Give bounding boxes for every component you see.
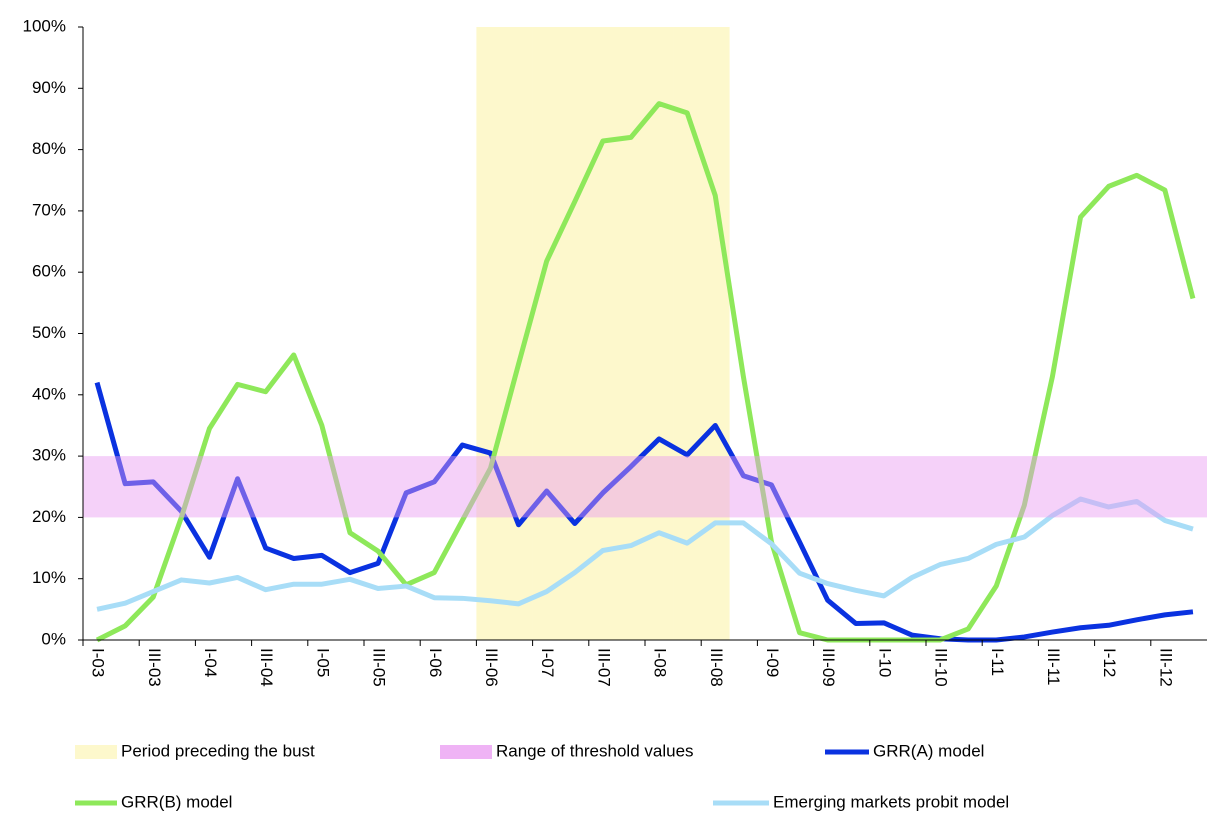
x-tick-label: III-04 [257,648,276,687]
x-tick-label: III-10 [932,648,951,687]
x-tick-label: III-12 [1156,648,1175,687]
y-tick-label: 30% [32,446,66,465]
x-tick-label: III-08 [707,648,726,687]
legend-swatch [75,745,117,759]
x-tick-label: III-11 [1044,648,1063,685]
y-tick-label: 20% [32,507,66,526]
y-tick-label: 70% [32,200,66,219]
y-tick-label: 50% [32,323,66,342]
x-tick-label: III-09 [819,648,838,687]
legend-swatch [440,745,492,759]
x-tick-label: I-03 [89,648,108,677]
period-bar [701,27,730,640]
legend-label: GRR(A) model [873,741,984,760]
line-series [95,101,1196,643]
y-tick-label: 40% [32,384,66,403]
period-bar [476,27,505,640]
x-tick-label: I-04 [201,648,220,677]
x-tick-label: I-06 [426,648,445,677]
period-bar [588,27,618,640]
y-tick-label: 90% [32,78,66,97]
x-tick-label: III-06 [482,648,501,687]
x-tick-label: I-08 [651,648,670,677]
x-tick-label: III-05 [370,648,389,687]
x-tick-label: I-07 [538,648,557,677]
x-tick-label: I-10 [875,648,894,677]
y-tick-label: 10% [32,568,66,587]
threshold-range [83,456,1207,518]
x-tick-label: I-05 [313,648,332,677]
legend-label: GRR(B) model [121,792,232,811]
line-series [94,381,1194,643]
y-tick-label: 100% [23,16,66,35]
legend-label: Period preceding the bust [121,741,315,760]
legend-label: Emerging markets probit model [773,792,1009,811]
y-tick-label: 80% [32,139,66,158]
y-tick-label: 60% [32,262,66,281]
x-tick-label: III-03 [145,648,164,687]
x-tick-label: III-07 [594,648,613,687]
x-tick-label: I-11 [988,648,1007,676]
y-tick-label: 0% [41,629,66,648]
period-bar [532,27,561,640]
line-series [96,496,1194,612]
period-bar [560,27,590,640]
x-tick-label: I-09 [763,648,782,677]
legend-label: Range of threshold values [496,741,694,760]
x-tick-label: I-12 [1100,648,1119,677]
